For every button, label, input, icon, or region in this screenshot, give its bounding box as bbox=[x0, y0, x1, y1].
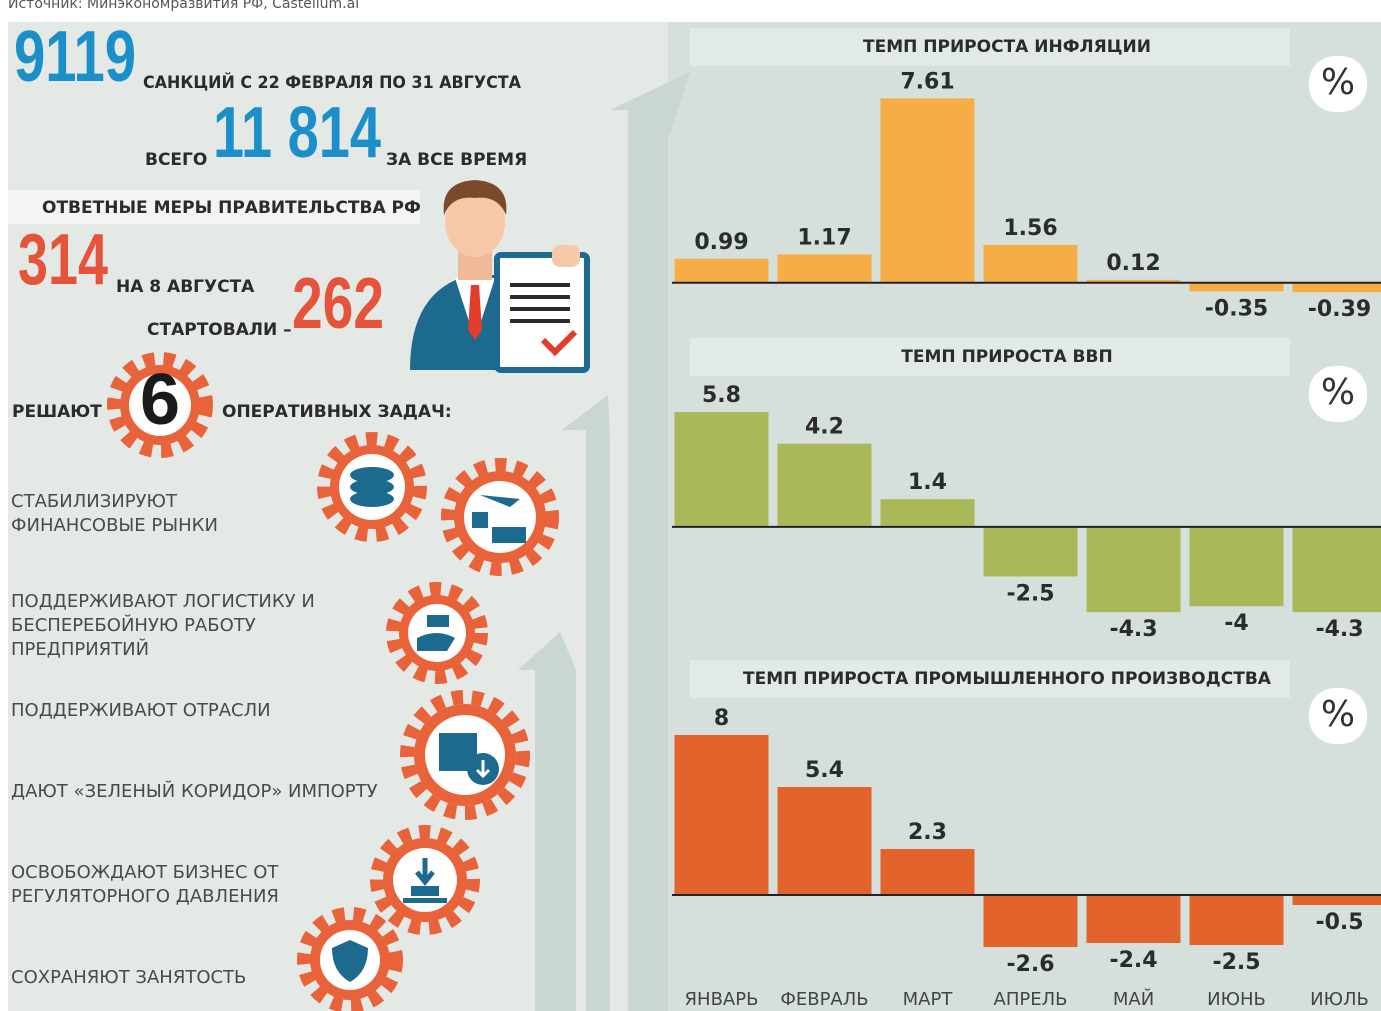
task-line: РЕГУЛЯТОРНОГО ДАВЛЕНИЯ bbox=[11, 886, 279, 907]
unit-label: % bbox=[1321, 62, 1355, 103]
value-label: -0.5 bbox=[1315, 910, 1363, 935]
sanctions-text: САНКЦИЙ С 22 ФЕВРАЛЯ ПО 31 АВГУСТА bbox=[143, 71, 522, 93]
measures-date: НА 8 АВГУСТА bbox=[116, 277, 255, 297]
bar bbox=[675, 735, 769, 895]
x-tick-label: МАРТ bbox=[903, 989, 954, 1010]
bar bbox=[1293, 895, 1381, 905]
value-label: 1.56 bbox=[1003, 216, 1057, 241]
task-line: ФИНАНСОВЫЕ РЫНКИ bbox=[11, 515, 218, 536]
bar bbox=[675, 412, 769, 527]
x-tick-label: АПРЕЛЬ bbox=[994, 989, 1068, 1010]
value-label: -2.5 bbox=[1212, 950, 1260, 975]
bar bbox=[1087, 527, 1181, 612]
bar bbox=[778, 444, 872, 527]
bar bbox=[1293, 283, 1381, 292]
value-label: 4.2 bbox=[805, 415, 844, 440]
x-tick-label: ИЮНЬ bbox=[1207, 989, 1266, 1010]
task-line: ПОДДЕРЖИВАЮТ ОТРАСЛИ bbox=[11, 700, 271, 721]
bar bbox=[1087, 895, 1181, 943]
bar bbox=[1190, 895, 1284, 945]
unit-label: % bbox=[1321, 372, 1355, 413]
x-tick-label: ЯНВАРЬ bbox=[685, 989, 759, 1010]
value-label: 8 bbox=[714, 706, 729, 731]
value-label: 7.61 bbox=[900, 69, 954, 94]
task-line: ПРЕДПРИЯТИЙ bbox=[11, 638, 149, 660]
measures-title: ОТВЕТНЫЕ МЕРЫ ПРАВИТЕЛЬСТВА РФ bbox=[42, 198, 421, 218]
sanctions-count: 9119 bbox=[14, 17, 136, 97]
bar bbox=[984, 245, 1078, 283]
value-label: -2.6 bbox=[1006, 952, 1054, 977]
x-tick-label: ИЮЛЬ bbox=[1310, 989, 1369, 1010]
infographic: Источник: Минэкономразвития РФ, Castellu… bbox=[0, 0, 1381, 1011]
tasks-suffix: ОПЕРАТИВНЫХ ЗАДАЧ: bbox=[222, 402, 452, 422]
chart-title: ТЕМП ПРИРОСТА ВВП bbox=[901, 347, 1112, 367]
measures-count: 314 bbox=[18, 220, 108, 300]
value-label: -4.3 bbox=[1315, 617, 1363, 642]
task-line: СТАБИЛИЗИРУЮТ bbox=[11, 491, 178, 512]
value-label: -4.3 bbox=[1109, 617, 1157, 642]
started-label: СТАРТОВАЛИ – bbox=[147, 320, 292, 340]
value-label: -0.35 bbox=[1205, 296, 1268, 321]
bar bbox=[881, 849, 975, 895]
value-label: 0.12 bbox=[1106, 251, 1160, 276]
right-panel bbox=[668, 22, 1381, 1011]
value-label: 5.8 bbox=[702, 383, 741, 408]
value-label: -2.4 bbox=[1109, 948, 1157, 973]
task-line: СОХРАНЯЮТ ЗАНЯТОСТЬ bbox=[11, 967, 246, 988]
bar bbox=[1293, 527, 1381, 612]
tasks-count: 6 bbox=[140, 360, 180, 440]
value-label: 1.4 bbox=[908, 470, 947, 495]
value-label: 1.17 bbox=[797, 225, 851, 250]
chart-title: ТЕМП ПРИРОСТА ИНФЛЯЦИИ bbox=[863, 37, 1151, 57]
task-line: БЕСПЕРЕБОЙНУЮ РАБОТУ bbox=[11, 614, 256, 636]
bar bbox=[778, 787, 872, 895]
task-line: ОСВОБОЖДАЮТ БИЗНЕС ОТ bbox=[11, 862, 279, 883]
total-suffix: ЗА ВСЕ ВРЕМЯ bbox=[386, 150, 527, 170]
value-label: -0.39 bbox=[1308, 297, 1371, 322]
started-count: 262 bbox=[292, 264, 384, 344]
value-label: 0.99 bbox=[694, 230, 748, 255]
task-line: ДАЮТ «ЗЕЛЕНЫЙ КОРИДОР» ИМПОРТУ bbox=[11, 780, 378, 802]
task-line: ПОДДЕРЖИВАЮТ ЛОГИСТИКУ И bbox=[11, 591, 315, 612]
bar bbox=[1190, 527, 1284, 606]
unit-label: % bbox=[1321, 694, 1355, 735]
value-label: 5.4 bbox=[805, 758, 844, 783]
value-label: -4 bbox=[1224, 611, 1248, 636]
value-label: 2.3 bbox=[908, 820, 947, 845]
bar bbox=[984, 527, 1078, 577]
bar bbox=[881, 98, 975, 282]
total-prefix: ВСЕГО bbox=[145, 150, 207, 170]
tasks-prefix: РЕШАЮТ bbox=[12, 402, 102, 422]
bar bbox=[675, 259, 769, 283]
bar bbox=[778, 254, 872, 282]
x-tick-label: МАЙ bbox=[1113, 988, 1154, 1010]
total-count: 11 814 bbox=[213, 93, 381, 173]
bar bbox=[1190, 283, 1284, 291]
chart-title: ТЕМП ПРИРОСТА ПРОМЫШЛЕННОГО ПРОИЗВОДСТВА bbox=[743, 669, 1272, 689]
source: Источник: Минэкономразвития РФ, Castellu… bbox=[8, 0, 359, 12]
x-tick-label: ФЕВРАЛЬ bbox=[780, 989, 868, 1010]
bar bbox=[984, 895, 1078, 947]
value-label: -2.5 bbox=[1006, 581, 1054, 606]
bar bbox=[881, 499, 975, 527]
